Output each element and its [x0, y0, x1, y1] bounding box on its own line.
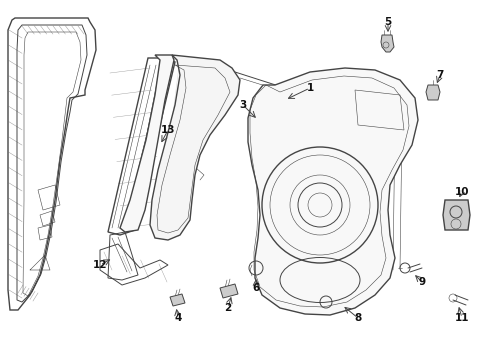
- Polygon shape: [120, 55, 174, 232]
- Polygon shape: [150, 55, 240, 240]
- Text: 2: 2: [224, 303, 232, 313]
- Polygon shape: [426, 85, 440, 100]
- Polygon shape: [170, 294, 185, 306]
- Polygon shape: [220, 284, 238, 298]
- Text: 8: 8: [354, 313, 362, 323]
- Text: 5: 5: [384, 17, 392, 27]
- Polygon shape: [443, 200, 470, 230]
- Text: 3: 3: [240, 100, 246, 110]
- Text: 7: 7: [436, 70, 443, 80]
- Text: 12: 12: [93, 260, 107, 270]
- Text: 9: 9: [418, 277, 425, 287]
- Text: 1: 1: [306, 83, 314, 93]
- Text: 4: 4: [174, 313, 182, 323]
- Text: 11: 11: [455, 313, 469, 323]
- Text: 6: 6: [252, 283, 260, 293]
- Polygon shape: [381, 35, 394, 52]
- Text: 10: 10: [455, 187, 469, 197]
- Text: 13: 13: [161, 125, 175, 135]
- Polygon shape: [248, 68, 418, 315]
